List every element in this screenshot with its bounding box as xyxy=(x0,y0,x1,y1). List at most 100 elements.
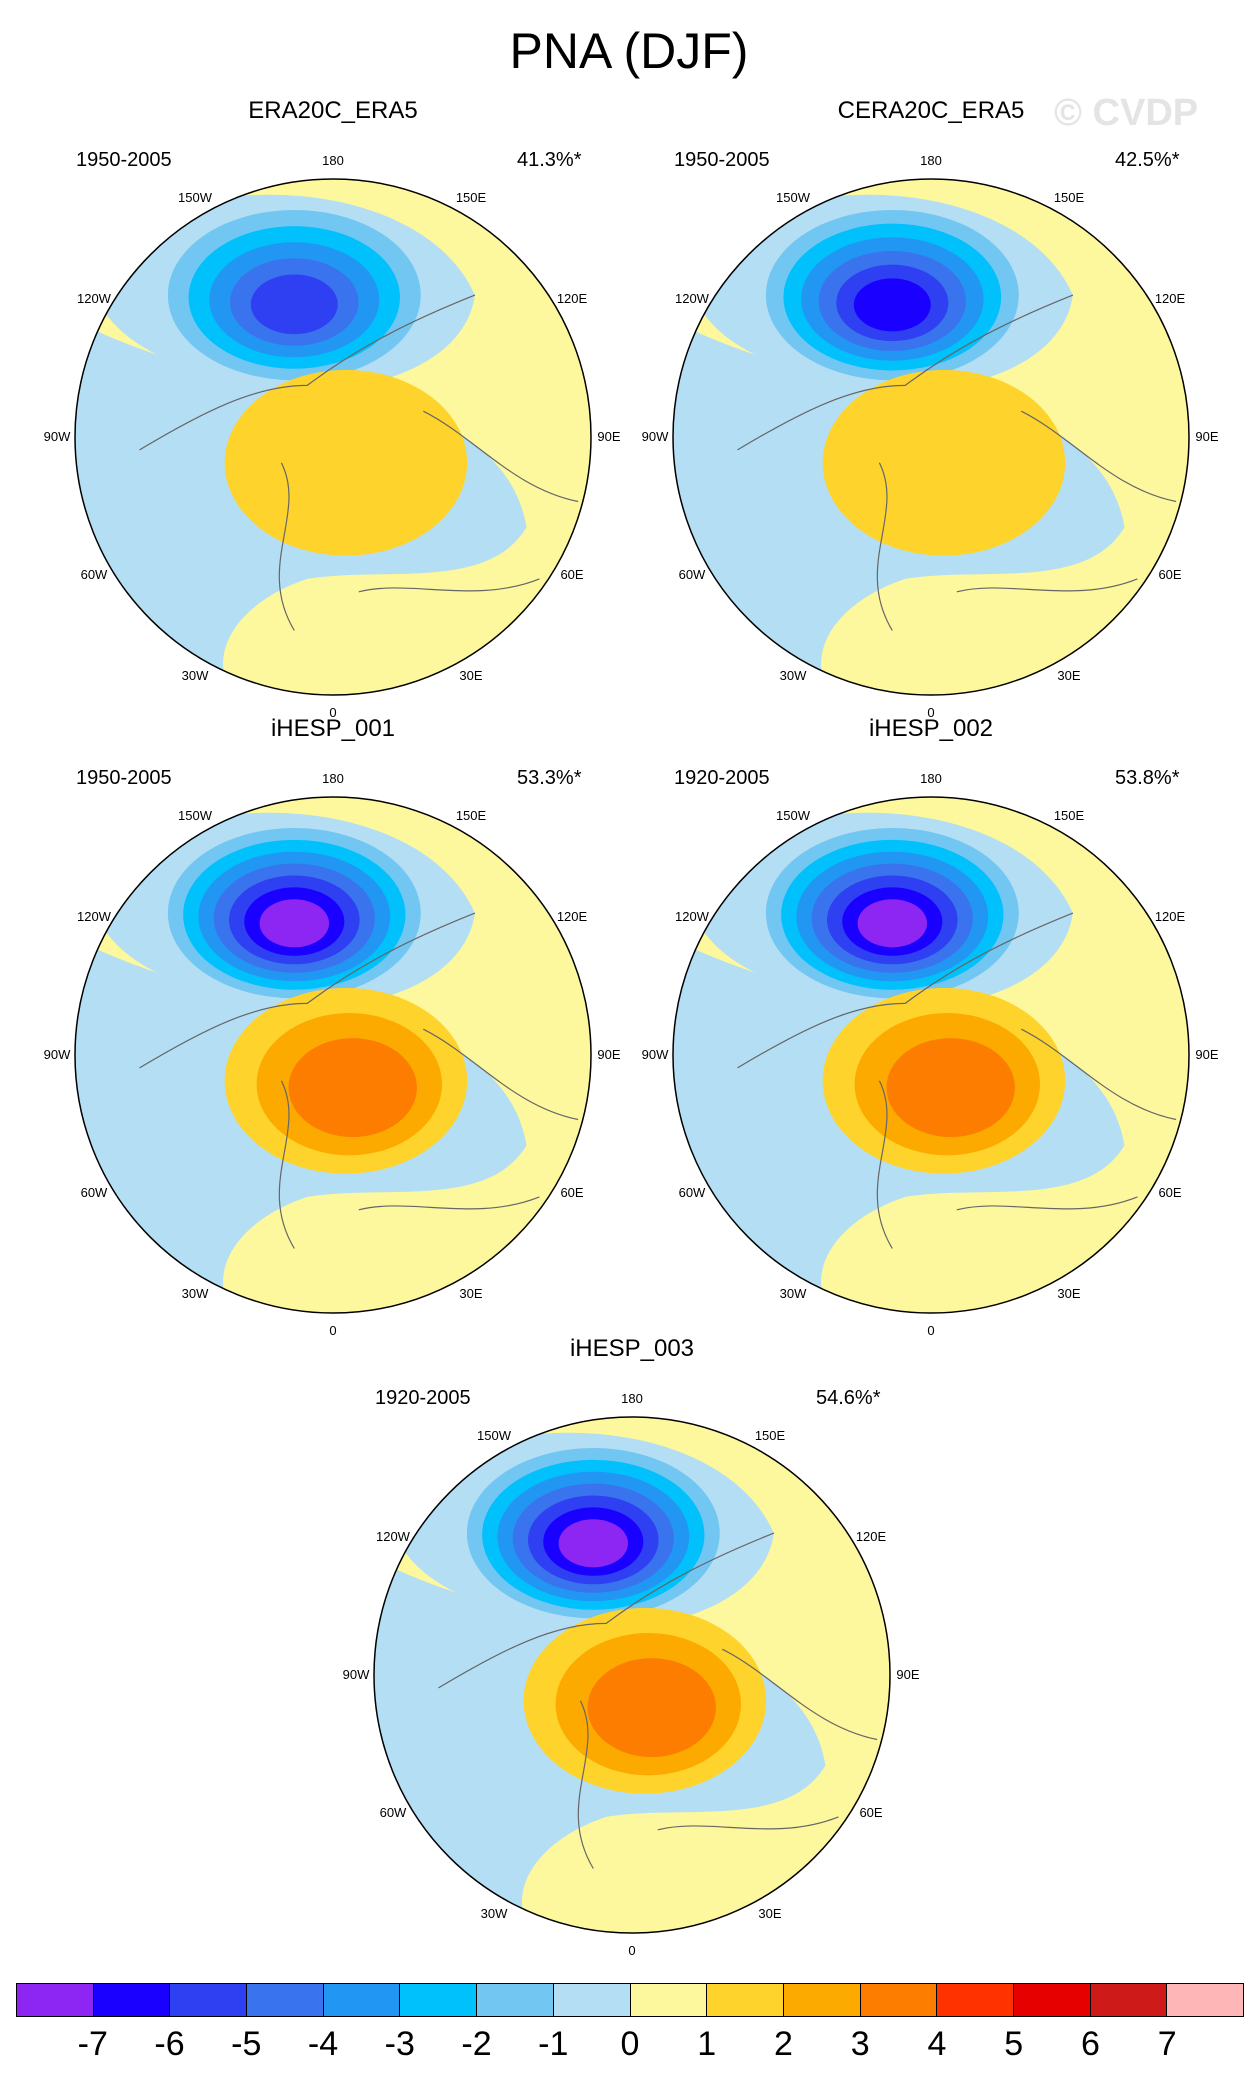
colorbar-tick-label: -3 xyxy=(384,2025,415,2063)
positive-contour xyxy=(288,1038,417,1138)
longitude-label: 90E xyxy=(1195,1047,1219,1062)
colorbar-tick-label: -7 xyxy=(77,2025,108,2063)
longitude-label: 150E xyxy=(754,1427,786,1443)
polar-map xyxy=(672,178,1190,696)
longitude-label: 60E xyxy=(560,1185,584,1200)
longitude-label: 180 xyxy=(920,153,942,168)
longitude-label: 120W xyxy=(674,291,709,306)
map-border xyxy=(74,178,592,696)
longitude-label: 90E xyxy=(1195,429,1219,444)
longitude-label: 60W xyxy=(80,1185,108,1200)
panel-title: CERA20C_ERA5 xyxy=(837,97,1025,124)
negative-contour xyxy=(853,278,931,332)
negative-contour xyxy=(250,274,338,335)
longitude-label: 120E xyxy=(556,909,588,924)
colorbar-tick-label: 7 xyxy=(1157,2025,1177,2063)
longitude-label: 150E xyxy=(455,807,487,823)
polar-map xyxy=(373,1416,891,1934)
period-label: 1950-2005 xyxy=(76,149,172,171)
longitude-label: 120E xyxy=(1154,291,1186,306)
longitude-label: 60E xyxy=(560,567,584,582)
longitude-label: 60E xyxy=(859,1805,883,1820)
panel-title: iHESP_002 xyxy=(868,715,994,742)
longitude-label: 90W xyxy=(641,429,669,444)
longitude-label: 180 xyxy=(621,1391,643,1406)
longitude-label: 30E xyxy=(459,1286,483,1302)
longitude-label: 0 xyxy=(329,705,337,720)
longitude-label: 30W xyxy=(779,1286,807,1302)
colorbar-swatch xyxy=(630,1984,708,2016)
map-border xyxy=(373,1416,891,1934)
longitude-label: 180 xyxy=(322,153,344,168)
longitude-label: 90W xyxy=(43,429,71,444)
map-border xyxy=(672,796,1190,1314)
longitude-label: 0 xyxy=(927,705,935,720)
positive-contour xyxy=(587,1658,716,1758)
longitude-label: 120W xyxy=(674,909,709,924)
longitude-label: 30W xyxy=(181,1286,209,1302)
panel-title: iHESP_001 xyxy=(270,715,396,742)
longitude-label: 120E xyxy=(1154,909,1186,924)
longitude-label: 90W xyxy=(43,1047,71,1062)
coastline xyxy=(139,294,579,631)
longitude-label: 120E xyxy=(855,1529,887,1544)
longitude-label: 30W xyxy=(779,668,807,684)
longitude-label: 60E xyxy=(1158,1185,1182,1200)
longitude-label: 120W xyxy=(76,909,111,924)
positive-contour xyxy=(822,369,1066,556)
longitude-label: 150W xyxy=(178,807,212,823)
colorbar-tick-label: 4 xyxy=(927,2025,947,2063)
longitude-label: 0 xyxy=(628,1943,636,1958)
longitude-label: 30E xyxy=(758,1906,782,1922)
longitude-label: 120W xyxy=(375,1529,410,1544)
colorbar-swatch xyxy=(860,1984,938,2016)
colorbar-swatch xyxy=(937,1984,1014,2016)
coastline xyxy=(737,912,1177,1249)
colorbar-swatch xyxy=(707,1984,784,2016)
colorbar-swatch xyxy=(553,1984,631,2016)
longitude-label: 30W xyxy=(480,1906,508,1922)
colorbar-swatch xyxy=(323,1984,401,2016)
colorbar-tick-label: 1 xyxy=(697,2025,717,2063)
longitude-label: 30E xyxy=(459,668,483,684)
longitude-label: 90W xyxy=(641,1047,669,1062)
colorbar-tick-label: 5 xyxy=(1004,2025,1024,2063)
longitude-label: 150W xyxy=(477,1427,511,1443)
longitude-label: 60W xyxy=(80,567,108,582)
colorbar-tick-label: -5 xyxy=(231,2025,262,2063)
colorbar-tick-label: -2 xyxy=(461,2025,492,2063)
period-label: 1950-2005 xyxy=(76,767,172,789)
longitude-label: 30W xyxy=(181,668,209,684)
longitude-label: 60E xyxy=(1158,567,1182,582)
coastline xyxy=(737,294,1177,631)
period-label: 1920-2005 xyxy=(375,1387,471,1409)
longitude-label: 30E xyxy=(1057,1286,1081,1302)
longitude-label: 180 xyxy=(322,771,344,786)
negative-contour xyxy=(558,1519,629,1568)
colorbar-swatch xyxy=(247,1984,324,2016)
variance-percent: 53.3%* xyxy=(517,767,582,789)
longitude-label: 150W xyxy=(776,189,810,205)
longitude-label: 60W xyxy=(678,1185,706,1200)
colorbar-swatch xyxy=(17,1984,94,2016)
colorbar-swatch xyxy=(1090,1984,1168,2016)
colorbar-tick-label: -6 xyxy=(154,2025,185,2063)
longitude-label: 90W xyxy=(342,1667,370,1682)
panel-title: iHESP_003 xyxy=(569,1335,695,1362)
colorbar-swatch xyxy=(1013,1984,1091,2016)
longitude-label: 60W xyxy=(678,567,706,582)
page-title: PNA (DJF) xyxy=(509,23,749,79)
colorbar-tick-label: 6 xyxy=(1081,2025,1100,2063)
colorbar-tick-label: 3 xyxy=(850,2025,870,2063)
longitude-label: 90E xyxy=(597,1047,621,1062)
coastline xyxy=(438,1532,878,1869)
coastline xyxy=(139,912,579,1249)
polar-map xyxy=(74,178,592,696)
variance-percent: 41.3%* xyxy=(517,149,582,171)
longitude-label: 90E xyxy=(597,429,621,444)
positive-contour xyxy=(886,1038,1015,1138)
map-border xyxy=(672,178,1190,696)
longitude-label: 150E xyxy=(1053,189,1085,205)
polar-map xyxy=(74,796,592,1314)
variance-percent: 54.6%* xyxy=(816,1387,881,1409)
